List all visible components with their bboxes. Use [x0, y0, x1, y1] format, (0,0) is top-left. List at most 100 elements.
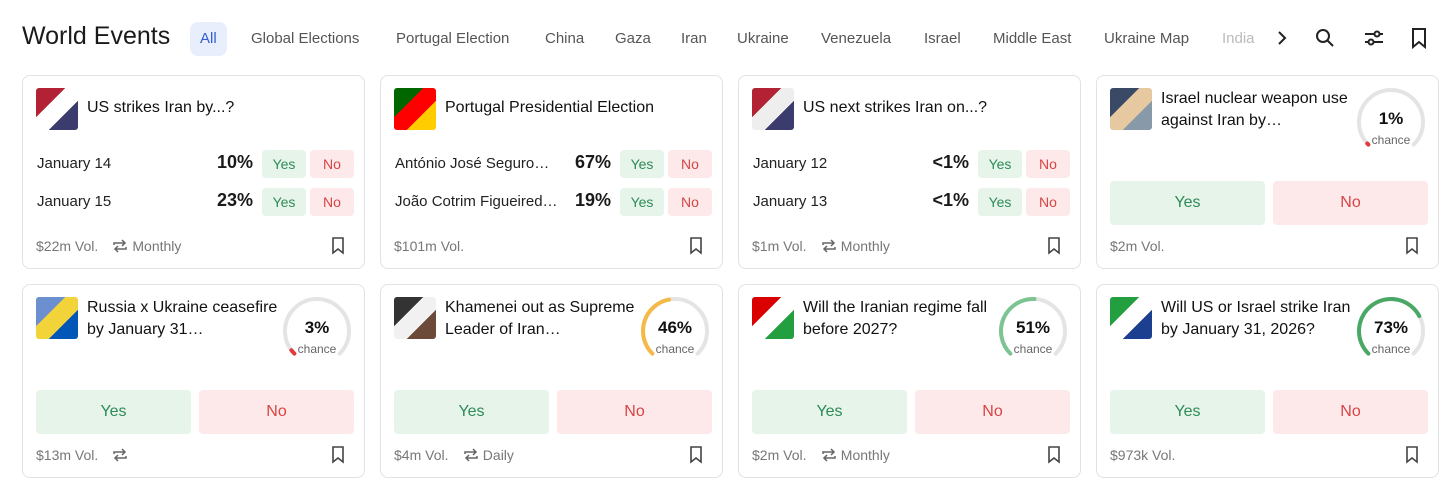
market-card[interactable]: US next strikes Iran on...? January 12 <1%… — [738, 75, 1081, 269]
chance-value: 73% — [1374, 318, 1408, 337]
bookmark-shape — [1406, 237, 1418, 255]
bookmark[interactable] — [688, 237, 704, 255]
market-card[interactable]: Will US or Israel strike Iran by January… — [1096, 284, 1439, 478]
no-button[interactable]: No — [668, 150, 712, 178]
market-card[interactable]: Khamenei out as Supreme Leader of Iran… 4… — [380, 284, 723, 478]
bookmark[interactable] — [330, 446, 346, 464]
tab[interactable]: Israel — [924, 30, 961, 47]
chance-value: 3% — [305, 318, 330, 337]
chance-gauge: 3% chance — [283, 297, 351, 356]
market-title: Khamenei out as Supreme Leader of Iran… — [445, 299, 635, 338]
yes-button[interactable]: Yes — [262, 188, 306, 216]
repeat-icon — [822, 239, 836, 253]
chance-caption: chance — [1372, 133, 1411, 147]
bookmark-shape — [332, 446, 344, 464]
outcome-chance: 10% — [216, 152, 253, 172]
no-button[interactable]: No — [1026, 150, 1070, 178]
market-icon — [36, 297, 78, 339]
market-card[interactable]: Israel nuclear weapon use against Iran b… — [1096, 75, 1439, 269]
search-icon[interactable] — [1315, 28, 1335, 48]
bookmark[interactable] — [1046, 237, 1062, 255]
no-button[interactable]: No — [199, 390, 354, 434]
bookmark-shape — [1048, 446, 1060, 464]
bookmark-icon[interactable] — [1409, 27, 1429, 49]
outcome-label: January 12 — [753, 155, 828, 172]
market-card[interactable]: Russia x Ukraine ceasefire by January 31… — [22, 284, 365, 478]
yes-button[interactable]: Yes — [262, 150, 306, 178]
yes-button[interactable]: Yes — [394, 390, 549, 434]
outcome-chance: 67% — [574, 152, 611, 172]
no-button[interactable]: No — [557, 390, 712, 434]
bookmark-shape — [1406, 446, 1418, 464]
no-button[interactable]: No — [310, 188, 354, 216]
repeat-icon — [464, 448, 478, 462]
tab[interactable]: China — [545, 30, 585, 47]
chance-caption: chance — [1014, 342, 1053, 356]
bookmark[interactable] — [688, 446, 704, 464]
no-button[interactable]: No — [1273, 390, 1428, 434]
bookmark-shape — [690, 446, 702, 464]
bookmark[interactable] — [1404, 237, 1420, 255]
market-icon — [36, 88, 78, 130]
tab[interactable]: Gaza — [615, 30, 651, 47]
no-button[interactable]: No — [1273, 181, 1428, 225]
scroll-right[interactable] — [1272, 28, 1292, 48]
no-button[interactable]: No — [668, 188, 712, 216]
yes-button[interactable]: Yes — [978, 150, 1022, 178]
chance-caption: chance — [656, 342, 695, 356]
market-title: Israel nuclear weapon use against Iran b… — [1161, 90, 1348, 129]
tab[interactable]: Ukraine Map — [1104, 30, 1190, 47]
chance-caption: chance — [298, 342, 337, 356]
volume: $1m Vol. — [752, 238, 807, 254]
page-title: World Events — [22, 22, 171, 50]
tab[interactable]: Middle East — [993, 30, 1072, 47]
outcome-chance: <1% — [932, 190, 969, 210]
repeat-shape — [822, 448, 836, 462]
market-title: Will the Iranian regime fall before 2027… — [803, 299, 988, 338]
bookmark[interactable] — [1046, 446, 1062, 464]
no-button[interactable]: No — [1026, 188, 1070, 216]
outcome-label: João Cotrim Figueired… — [395, 193, 558, 210]
yes-button[interactable]: Yes — [620, 188, 664, 216]
yes-button[interactable]: Yes — [620, 150, 664, 178]
gauge-value — [289, 348, 297, 356]
filter-icon[interactable] — [1363, 28, 1385, 48]
yes-button[interactable]: Yes — [1110, 181, 1265, 225]
yes-button[interactable]: Yes — [978, 188, 1022, 216]
market-title: Portugal Presidential Election — [445, 99, 655, 116]
no-button[interactable]: No — [310, 150, 354, 178]
market-card[interactable]: US strikes Iran by...? January 14 10% Yes No… — [22, 75, 365, 269]
tab[interactable]: Ukraine — [737, 30, 789, 47]
tab[interactable]: Venezuela — [821, 30, 892, 47]
outcome-chance: <1% — [932, 152, 969, 172]
tab[interactable]: Global Elections — [251, 30, 360, 47]
recurrence: Monthly — [132, 238, 182, 254]
tab[interactable]: All — [190, 22, 227, 56]
no-button[interactable]: No — [915, 390, 1070, 434]
outcome-label: January 14 — [37, 155, 112, 172]
bookmark[interactable] — [1404, 446, 1420, 464]
tab[interactable]: India — [1222, 30, 1255, 47]
chance-gauge: 73% chance — [1357, 297, 1425, 356]
gauge-value — [1357, 297, 1422, 356]
repeat-shape — [464, 448, 478, 462]
gauge-value — [999, 297, 1037, 356]
tab[interactable]: Iran — [681, 30, 707, 47]
market-title: US strikes Iran by...? — [87, 99, 235, 116]
market-card[interactable]: Will the Iranian regime fall before 2027… — [738, 284, 1081, 478]
outcome-label: January 13 — [753, 193, 828, 210]
yes-button[interactable]: Yes — [752, 390, 907, 434]
yes-button[interactable]: Yes — [36, 390, 191, 434]
repeat-icon — [113, 239, 128, 253]
chance-gauge: 1% chance — [1357, 88, 1425, 147]
volume: $22m Vol. — [36, 238, 99, 254]
bookmark[interactable] — [330, 237, 346, 255]
market-card[interactable]: Portugal Presidential Election António Jo… — [380, 75, 723, 269]
repeat-icon — [113, 448, 128, 462]
yes-button[interactable]: Yes — [1110, 390, 1265, 434]
tab[interactable]: Portugal Election — [396, 30, 510, 47]
market-title: US next strikes Iran on...? — [803, 99, 988, 116]
market-icon — [1110, 297, 1152, 339]
volume: $101m Vol. — [394, 238, 465, 254]
